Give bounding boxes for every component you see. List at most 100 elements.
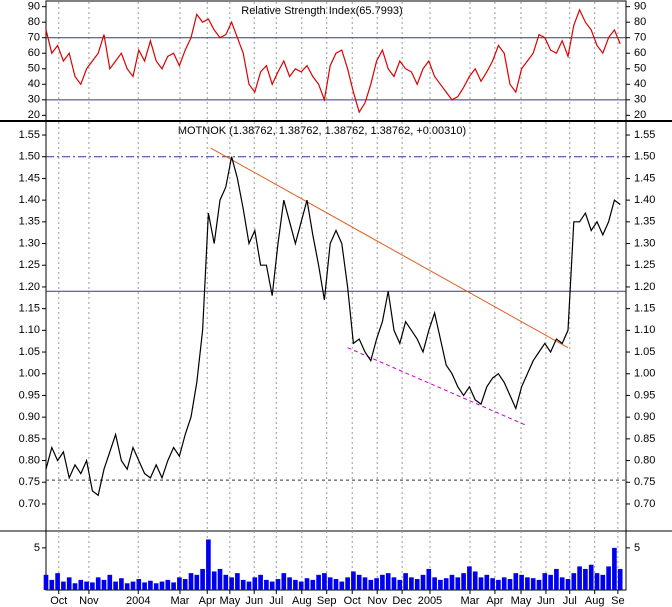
volume-bar — [310, 579, 316, 590]
y-tick-label: 1.05 — [19, 346, 40, 358]
volume-bar — [385, 573, 391, 590]
y-tick-label: 60 — [28, 47, 40, 59]
volume-bar — [61, 581, 66, 590]
volume-bar — [177, 577, 182, 590]
volume-bar — [281, 573, 287, 590]
y-tick-label: 5 — [34, 542, 40, 554]
volume-bar — [525, 577, 530, 590]
y-tick-label: 0.70 — [634, 498, 655, 510]
volume-bar — [78, 579, 84, 590]
volume-bar — [188, 573, 194, 590]
volume-bar — [438, 579, 443, 590]
x-tick-label: Oct — [50, 595, 67, 607]
volume-bar — [588, 564, 594, 590]
y-tick-label: 30 — [634, 94, 646, 106]
y-tick-label: 1.20 — [19, 281, 40, 293]
volume-bar — [356, 574, 362, 590]
volume-bar — [536, 579, 542, 590]
volume-bar — [472, 571, 478, 590]
y-tick-label: 0.70 — [19, 498, 40, 510]
volume-bar — [269, 581, 275, 590]
volume-bar — [501, 577, 507, 590]
volume-bar — [124, 583, 130, 590]
volume-bar — [84, 581, 89, 590]
volume-bar — [519, 574, 524, 590]
volume-bar — [374, 578, 379, 590]
y-tick-label: 1.45 — [19, 172, 40, 184]
y-tick-label: 1.55 — [19, 129, 40, 141]
y-tick-label: 1.35 — [634, 216, 655, 228]
volume-bar — [298, 581, 304, 590]
volume-bar — [304, 578, 310, 590]
y-tick-label: 90 — [28, 1, 40, 13]
y-tick-label: 1.40 — [19, 194, 40, 206]
volume-bar — [397, 579, 403, 590]
y-tick-label: 60 — [634, 47, 646, 59]
volume-bar — [409, 577, 414, 590]
x-tick-label: Nov — [367, 595, 387, 607]
volume-bar — [484, 574, 490, 590]
volume-bar — [449, 574, 455, 590]
volume-bar — [235, 573, 240, 590]
y-tick-label: 1.00 — [19, 368, 40, 380]
price-line — [45, 8, 621, 114]
y-tick-label: 1.30 — [19, 237, 40, 249]
x-tick-label: Oct — [344, 595, 361, 607]
volume-bar — [66, 577, 72, 590]
volume-bar — [327, 577, 333, 590]
y-tick-label: 0.90 — [19, 411, 40, 423]
volume-bar — [571, 573, 577, 590]
y-tick-label: 40 — [634, 78, 646, 90]
y-tick-label: 0.90 — [634, 411, 655, 423]
x-tick-label: Apr — [199, 595, 216, 607]
y-tick-label: 0.85 — [634, 433, 655, 445]
volume-bar — [548, 574, 553, 590]
volume-bar — [559, 577, 565, 590]
y-tick-label: 1.15 — [634, 303, 655, 315]
x-tick-label: Mar — [461, 595, 480, 607]
volume-bar — [240, 579, 246, 590]
volume-bar — [252, 577, 258, 590]
volume-bar — [455, 577, 461, 590]
x-tick-label: Jun — [245, 595, 263, 607]
volume-bar — [148, 580, 153, 590]
volume-bar — [420, 574, 426, 590]
y-tick-label: 70 — [28, 32, 40, 44]
volume-bar — [432, 577, 437, 590]
volume-bar — [554, 568, 559, 590]
y-tick-label: 1.10 — [634, 324, 655, 336]
y-tick-label: 1.50 — [634, 151, 655, 163]
volume-bar — [345, 577, 350, 590]
y-tick-label: 1.40 — [634, 194, 655, 206]
y-tick-label: 1.45 — [634, 172, 655, 184]
volume-bar — [426, 568, 432, 590]
volume-bar — [258, 574, 263, 590]
x-tick-label: 2005 — [418, 595, 442, 607]
y-tick-label: 1.15 — [19, 303, 40, 315]
volume-bar — [142, 582, 147, 590]
x-tick-label: Aug — [585, 595, 605, 607]
volume-bar — [478, 577, 484, 590]
volume-bar — [159, 581, 165, 590]
y-tick-label: 0.80 — [634, 454, 655, 466]
volume-bar — [461, 573, 466, 590]
volume-bar — [113, 581, 118, 590]
y-tick-label: 70 — [634, 32, 646, 44]
y-tick-label: 0.80 — [19, 454, 40, 466]
volume-bar — [391, 577, 397, 590]
volume-bar — [606, 566, 611, 590]
volume-bar — [130, 581, 136, 590]
x-tick-label: Mar — [171, 595, 190, 607]
y-tick-label: 80 — [634, 16, 646, 28]
volume-bar — [72, 583, 78, 590]
volume-bar — [43, 574, 49, 590]
volume-bar — [443, 578, 449, 590]
volume-bar — [403, 573, 408, 590]
y-tick-label: 1.30 — [634, 237, 655, 249]
volume-bar — [577, 566, 582, 590]
volume-bar — [467, 566, 472, 590]
volume-bar — [368, 579, 374, 590]
y-tick-label: 0.95 — [19, 389, 40, 401]
y-tick-label: 5 — [634, 542, 640, 554]
